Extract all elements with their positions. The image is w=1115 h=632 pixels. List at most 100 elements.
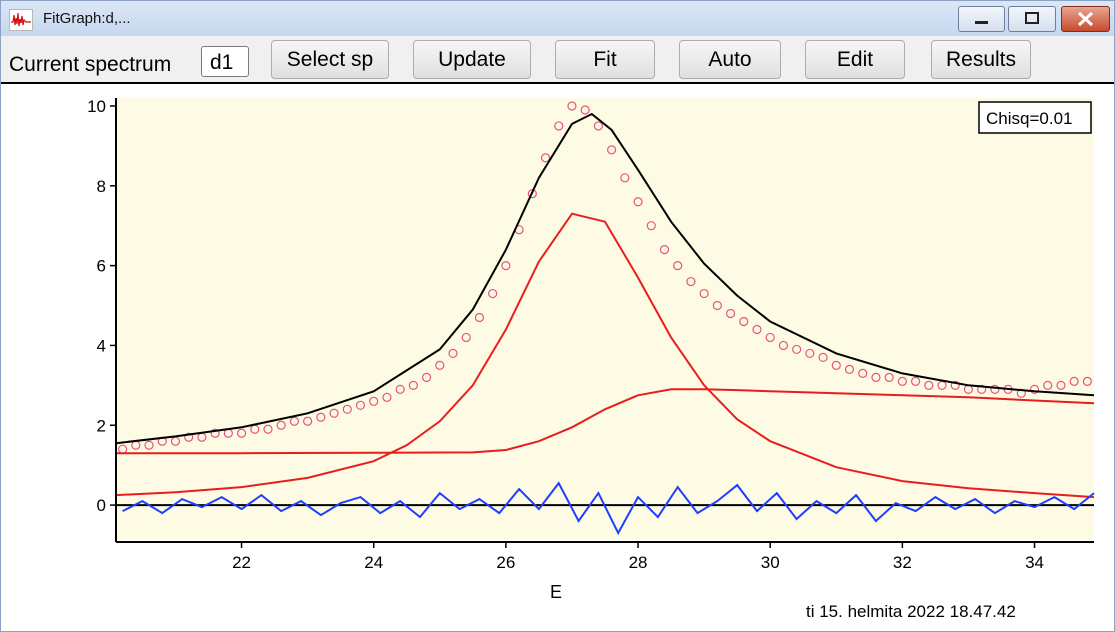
data-point <box>316 412 326 422</box>
chisq-value: Chisq=0.01 <box>986 109 1072 128</box>
data-point <box>184 432 194 442</box>
data-point <box>1082 376 1092 386</box>
data-point <box>844 364 855 374</box>
y-tick-label: 4 <box>97 336 106 355</box>
current-spectrum-label: Current spectrum <box>9 53 172 76</box>
data-point <box>739 316 749 327</box>
update-button[interactable]: Update <box>413 40 531 79</box>
data-point <box>408 380 418 390</box>
data-point <box>329 408 339 418</box>
plot-background <box>116 98 1094 539</box>
data-point <box>210 428 220 438</box>
data-point <box>369 396 379 406</box>
data-point <box>593 121 603 131</box>
auto-button[interactable]: Auto <box>679 40 781 79</box>
data-point <box>712 300 722 311</box>
data-point <box>646 221 656 231</box>
x-tick-label: 34 <box>1025 553 1044 572</box>
x-tick-label: 24 <box>364 553 383 572</box>
data-point <box>1056 380 1066 390</box>
data-point <box>884 372 894 382</box>
x-tick-label: 22 <box>232 553 251 572</box>
y-tick-label: 2 <box>97 416 106 435</box>
data-point <box>977 384 987 394</box>
timestamp: ti 15. helmita 2022 18.47.42 <box>806 602 1016 621</box>
toolbar: Current spectrum d1 Select sp Update Fit… <box>1 36 1114 84</box>
data-point <box>607 145 617 155</box>
data-point <box>765 332 775 343</box>
data-point <box>289 416 300 426</box>
minimize-button[interactable] <box>958 6 1005 32</box>
spectrum-app-icon <box>9 9 33 31</box>
data-point <box>792 344 802 355</box>
maximize-button[interactable] <box>1008 6 1056 32</box>
data-point <box>382 392 392 402</box>
data-point <box>263 424 273 434</box>
y-tick-label: 8 <box>97 177 106 196</box>
data-point <box>950 380 960 390</box>
data-point <box>752 324 762 335</box>
data-point <box>342 404 352 414</box>
data-point <box>355 400 366 410</box>
chisq-box: Chisq=0.01 <box>978 101 1092 134</box>
x-tick-label: 32 <box>893 553 912 572</box>
fit-button[interactable]: Fit <box>555 40 655 79</box>
data-point <box>395 384 405 394</box>
data-point <box>924 380 934 390</box>
y-tick-label: 6 <box>97 257 106 276</box>
data-point <box>1069 376 1079 386</box>
x-tick-label: 30 <box>761 553 780 572</box>
data-point <box>897 376 907 386</box>
close-icon <box>1077 11 1094 27</box>
data-point <box>488 288 498 299</box>
data-point <box>910 376 921 386</box>
data-point <box>659 245 670 255</box>
title-bar[interactable]: FitGraph:d,... <box>1 1 1114 36</box>
data-point <box>831 360 841 370</box>
data-point <box>474 312 485 323</box>
data-point <box>778 340 789 351</box>
data-point <box>144 440 154 450</box>
data-point <box>448 348 458 359</box>
current-spectrum-field[interactable]: d1 <box>201 46 249 77</box>
data-point <box>1029 384 1040 394</box>
component-line-3 <box>116 388 1095 455</box>
data-point <box>686 276 696 287</box>
window-title: FitGraph:d,... <box>43 10 131 27</box>
chisq-box-frame <box>978 101 1092 134</box>
edit-button[interactable]: Edit <box>805 40 905 79</box>
data-point <box>633 197 643 207</box>
select-spectrum-button[interactable]: Select sp <box>271 40 389 79</box>
y-tick-label: 0 <box>97 496 106 515</box>
data-point <box>858 368 868 378</box>
fit-line-1 <box>115 112 1095 445</box>
y-tick-label: 10 <box>87 97 106 116</box>
plot-area: 0 2 4 6 8 10 22 24 26 28 30 32 34 E Chisq=0.01 ti 15… <box>1 84 1114 631</box>
data-point <box>620 173 630 183</box>
results-button[interactable]: Results <box>931 40 1031 79</box>
data-point <box>818 352 828 363</box>
data-point <box>699 288 709 299</box>
data-point <box>725 308 736 319</box>
data-point <box>236 428 247 438</box>
data-point <box>567 101 577 111</box>
data-point <box>1043 380 1053 390</box>
x-tick-label: 26 <box>496 553 515 572</box>
data-point <box>461 332 471 343</box>
x-tick-label: 28 <box>629 553 648 572</box>
data-point <box>990 384 1000 394</box>
close-button[interactable] <box>1061 6 1110 32</box>
data-point <box>540 153 551 163</box>
component-line-2 <box>115 212 1095 499</box>
data-point <box>673 261 683 271</box>
data-point <box>554 121 564 131</box>
series-layer <box>115 101 1095 536</box>
data-point <box>421 372 432 382</box>
data-point <box>805 348 815 359</box>
data-point <box>303 416 313 426</box>
data-point <box>435 360 445 370</box>
data-point <box>276 420 286 430</box>
